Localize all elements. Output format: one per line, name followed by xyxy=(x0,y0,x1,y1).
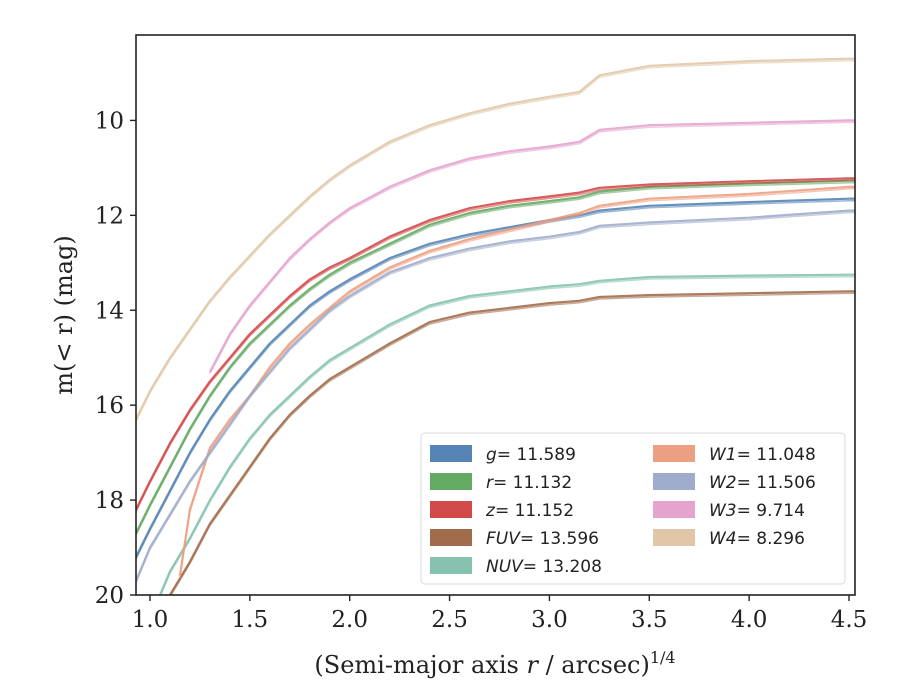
x-tick-label: 2.5 xyxy=(431,607,468,633)
legend-swatch-w2 xyxy=(653,473,695,490)
y-tick-label: 20 xyxy=(95,583,124,609)
legend-series-value: = 11.132 xyxy=(493,473,572,493)
series-fuv-line-aperture xyxy=(170,292,855,595)
series-z-line-aperture xyxy=(136,179,855,512)
legend-series-value: = 9.714 xyxy=(737,501,805,521)
series-z-line xyxy=(136,177,855,511)
y-axis: 10 12 14 16 18 20 xyxy=(95,108,136,609)
x-tick-label: 4.0 xyxy=(731,607,768,633)
legend-series-value: = 11.152 xyxy=(495,501,574,521)
y-tick-label: 10 xyxy=(95,108,124,134)
y-tick-label: 18 xyxy=(95,488,124,514)
legend-series-name: r xyxy=(486,473,494,493)
legend-series-name: FUV xyxy=(486,529,521,549)
legend-swatch-w1 xyxy=(653,445,695,462)
y-tick-label: 16 xyxy=(95,393,124,419)
series-w2-line xyxy=(136,209,855,582)
legend-series-name: W2 xyxy=(709,473,737,493)
legend-swatch-z xyxy=(430,501,472,518)
y-axis-label: m(< r) (mag) xyxy=(50,235,78,394)
x-tick-label: 1.5 xyxy=(232,607,269,633)
x-axis-label-sup: 1/4 xyxy=(650,648,676,667)
series-g-line-aperture xyxy=(136,199,855,560)
series-w1-line xyxy=(178,185,855,577)
legend-label-fuv: FUV= 13.596 xyxy=(486,529,599,549)
y-tick-label: 14 xyxy=(95,298,124,324)
series-w4-line-aperture xyxy=(136,59,855,422)
y-tick-label: 12 xyxy=(95,203,124,229)
series-r-line-aperture xyxy=(136,181,855,536)
legend-swatch-nuv xyxy=(430,557,472,574)
x-tick-label: 2.0 xyxy=(331,607,368,633)
series-nuv-line xyxy=(158,273,855,595)
legend-series-name: NUV xyxy=(486,557,524,577)
legend-label-nuv: NUV= 13.208 xyxy=(486,557,602,577)
legend-label-w2: W2= 11.506 xyxy=(709,473,816,493)
legend-series-name: W1 xyxy=(709,445,737,465)
legend-swatch-g xyxy=(430,445,472,462)
legend-label-w4: W4= 8.296 xyxy=(709,529,805,549)
series-nuv-line-aperture xyxy=(160,275,855,595)
legend-series-name: g xyxy=(486,445,497,465)
series-r-line xyxy=(136,179,855,534)
legend-label-w1: W1= 11.048 xyxy=(709,445,816,465)
series-g-line xyxy=(136,197,855,558)
legend-series-value: = 13.596 xyxy=(520,529,599,549)
legend-series-value: = 13.208 xyxy=(523,557,602,577)
legend-series-value: = 11.506 xyxy=(737,473,816,493)
legend-series-value: = 8.296 xyxy=(737,529,805,549)
legend-series-name: W3 xyxy=(709,501,737,521)
legend-label-r: r= 11.132 xyxy=(486,473,572,493)
series-fuv-line xyxy=(169,290,855,595)
legend-frame xyxy=(420,432,846,585)
x-tick-label: 3.5 xyxy=(631,607,668,633)
legend-label-g: g= 11.589 xyxy=(486,445,576,465)
legend-label-w3: W3= 9.714 xyxy=(709,501,805,521)
x-tick-label: 4.5 xyxy=(831,607,868,633)
legend-swatch-fuv xyxy=(430,529,472,546)
series-w4-line xyxy=(136,57,855,420)
legend-label-z: z= 11.152 xyxy=(485,501,574,521)
legend-swatch-r xyxy=(430,473,472,490)
plot-frame xyxy=(135,34,856,596)
series-w3-line xyxy=(208,119,855,373)
legend-swatch-w4 xyxy=(653,529,695,546)
legend-series-name: z xyxy=(485,501,496,521)
x-tick-label: 3.0 xyxy=(531,607,568,633)
x-axis-label-text: (Semi-major axis r / arcsec) xyxy=(314,651,649,679)
x-tick-label: 1.0 xyxy=(132,607,169,633)
legend-series-value: = 11.589 xyxy=(497,445,576,465)
series-w3-line-aperture xyxy=(209,121,855,375)
legend-series-name: W4 xyxy=(709,529,737,549)
series-w2-line-aperture xyxy=(136,211,855,584)
legend-series-value: = 11.048 xyxy=(737,445,816,465)
x-axis-label: (Semi-major axis r / arcsec)1/4 xyxy=(314,648,675,679)
legend-swatch-w3 xyxy=(653,501,695,518)
series-layer xyxy=(136,57,855,595)
x-axis: 1.0 1.5 2.0 2.5 3.0 3.5 4.0 4.5 xyxy=(132,595,868,633)
